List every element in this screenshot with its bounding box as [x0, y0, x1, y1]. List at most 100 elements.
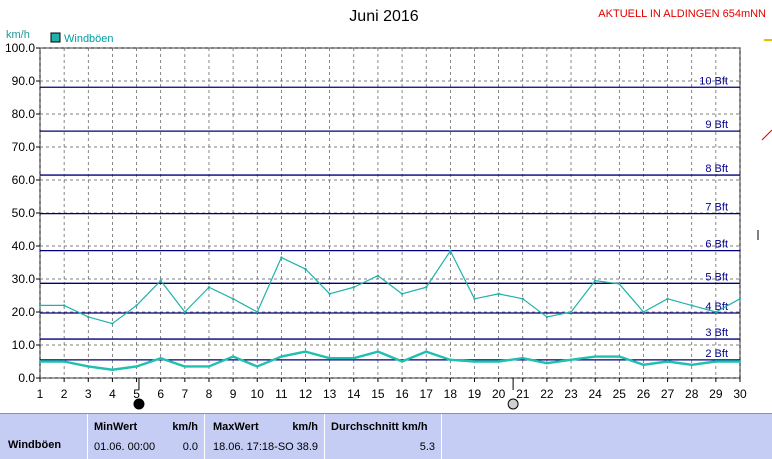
station-label: AKTUELL IN ALDINGEN 654mNN: [598, 8, 766, 20]
data-point: [328, 292, 331, 296]
data-point: [642, 363, 645, 366]
series-line-mean: [40, 350, 740, 371]
x-tick-label: 18: [444, 387, 458, 401]
avg-cell: Durchschnitt km/h 5.3: [325, 414, 442, 459]
data-point: [87, 365, 90, 368]
data-point: [376, 274, 380, 277]
data-point: [231, 297, 235, 300]
data-point: [714, 360, 718, 363]
chart-title: Juni 2016: [349, 8, 418, 25]
data-point: [159, 357, 162, 360]
y-tick-label: 30.0: [12, 272, 36, 286]
data-point: [449, 358, 452, 362]
y-unit-label: km/h: [6, 29, 30, 41]
max-header: MaxWert: [213, 421, 259, 433]
series-lines: [38, 249, 742, 371]
data-point: [425, 286, 428, 289]
beaufort-label: 3 Bft: [705, 327, 728, 339]
x-tick-label: 13: [323, 387, 337, 401]
data-point: [38, 360, 42, 363]
right-edge-glyphs: [757, 39, 772, 240]
data-point: [87, 315, 90, 319]
data-point: [256, 365, 259, 368]
x-tick-label: 3: [85, 387, 92, 401]
data-point: [207, 286, 211, 289]
data-point: [593, 279, 597, 282]
min-value: 0.0: [182, 441, 198, 453]
y-tick-label: 40.0: [12, 239, 36, 253]
full-moon-icon: [133, 398, 145, 410]
beaufort-label: 4 Bft: [705, 301, 728, 313]
data-point: [135, 304, 138, 307]
data-point: [135, 365, 138, 368]
x-tick-label: 9: [230, 387, 237, 401]
data-point: [304, 350, 307, 353]
y-tick-label: 80.0: [12, 107, 36, 121]
data-point: [376, 350, 380, 353]
data-point: [183, 310, 187, 314]
x-tick-label: 14: [347, 387, 361, 401]
beaufort-label: 7 Bft: [705, 202, 728, 214]
data-point: [400, 292, 404, 296]
max-cell: MaxWert km/h 18.06. 17:18-SO 38.9: [205, 414, 325, 459]
stats-panel: Windböen MinWert km/h 01.06. 00:00 0.0 M…: [0, 413, 772, 459]
data-point: [111, 322, 114, 325]
x-tick-label: 7: [181, 387, 188, 401]
x-axis: 1 2 3 4 5 6 7 8 9 10 11 12 13 14 15 16 17 18 19 20 21 22 23 24 2…: [37, 378, 747, 401]
series-line-windboeen: [40, 250, 741, 325]
x-tick-label: 24: [588, 387, 602, 401]
data-point: [569, 310, 573, 314]
x-tick-label: 15: [371, 387, 385, 401]
y-tick-label: 100.0: [5, 41, 35, 55]
y-tick-label: 50.0: [12, 206, 36, 220]
data-point: [183, 365, 187, 368]
x-tick-label: 19: [468, 387, 482, 401]
x-tick-label: 22: [540, 387, 554, 401]
beaufort-label: 6 Bft: [705, 239, 728, 251]
x-tick-label: 5: [133, 387, 140, 401]
data-point: [328, 357, 331, 360]
data-point: [207, 365, 211, 368]
data-point: [231, 355, 235, 358]
data-point: [666, 297, 669, 300]
min-time: 01.06. 00:00: [94, 441, 156, 453]
data-point: [545, 361, 549, 365]
x-tick-label: 30: [733, 387, 747, 401]
avg-value: 5.3: [419, 441, 435, 453]
y-axis: 0.0 10.0 20.0 30.0 40.0 50.0 60.0 70.0 80.0 90.0 1…: [5, 41, 40, 385]
data-point: [738, 360, 742, 363]
data-point: [159, 279, 162, 282]
x-tick-label: 29: [709, 387, 723, 401]
legend: Windböen: [50, 32, 114, 45]
y-tick-label: 0.0: [18, 371, 35, 385]
data-point: [62, 360, 66, 363]
data-point: [642, 310, 645, 314]
data-point: [425, 350, 428, 353]
max-time: 18.06. 17:18-SO: [213, 441, 294, 453]
stats-row-label: Windböen: [8, 439, 62, 451]
data-point: [473, 360, 476, 363]
new-moon-icon: [507, 398, 519, 410]
data-point: [473, 297, 476, 300]
avg-header: Durchschnitt km/h: [331, 421, 428, 433]
data-point: [280, 256, 283, 259]
min-unit: km/h: [172, 421, 198, 433]
beaufort-label: 8 Bft: [705, 163, 728, 175]
y-tick-label: 10.0: [12, 338, 36, 352]
x-tick-label: 25: [613, 387, 627, 401]
x-tick-label: 16: [395, 387, 409, 401]
stats-label-cell: Windböen: [0, 414, 88, 459]
data-point: [400, 360, 404, 363]
y-tick-label: 60.0: [12, 173, 36, 187]
data-point: [256, 310, 259, 314]
data-point: [449, 249, 452, 253]
legend-label: Windböen: [64, 33, 114, 45]
x-tick-label: 27: [661, 387, 675, 401]
data-point: [690, 363, 693, 366]
y-tick-label: 90.0: [12, 74, 36, 88]
data-point: [690, 304, 693, 307]
wind-chart: Juni 2016 AKTUELL IN ALDINGEN 654mNN km/…: [5, 8, 772, 410]
data-point: [738, 297, 742, 300]
data-point: [618, 355, 621, 358]
data-point: [352, 357, 355, 360]
